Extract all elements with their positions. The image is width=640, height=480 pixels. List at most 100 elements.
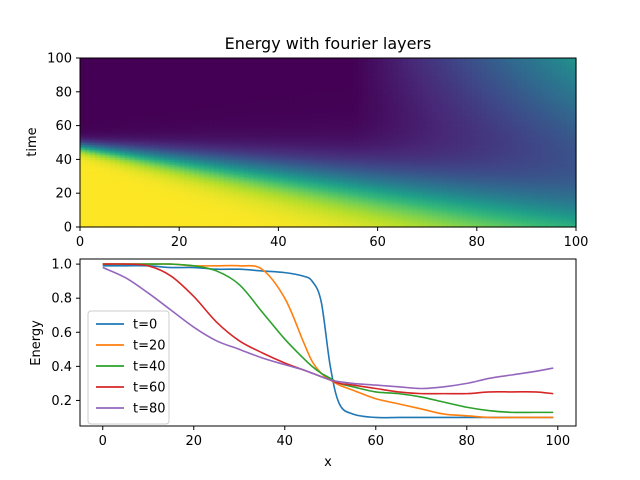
heatmap-cell [268,167,275,171]
heatmap-cell [164,137,170,140]
heatmap-cell [94,183,101,186]
heatmap-cell [154,93,160,96]
heatmap-cell [119,223,126,226]
heatmap-cell [179,189,185,193]
heatmap-cell [323,112,329,115]
heatmap-cell [159,78,165,81]
heatmap-cell [323,71,329,74]
heatmap-cell [184,176,190,179]
heatmap-cell [278,79,284,83]
heatmap-cell [248,156,255,159]
heatmap-cell [104,174,111,177]
heatmap-cell [144,189,151,193]
heatmap-cell [308,176,314,179]
heatmap-cell [258,68,265,71]
heatmap-cell [194,150,200,154]
heatmap-cell [233,64,240,68]
heatmap-cell [228,120,235,123]
heatmap-cell [233,142,240,145]
heatmap-cell [278,115,284,118]
heatmap-cell [134,184,141,188]
heatmap-cell [104,199,111,203]
heatmap-cell [104,81,111,84]
heatmap-cell [208,189,215,193]
heatmap-cell [278,96,284,100]
heatmap-cell [149,166,155,169]
heatmap-cell [154,156,160,159]
heatmap-cell [208,122,215,125]
heatmap-cell [228,59,235,62]
heatmap-cell [169,113,175,117]
heatmap-cell [159,191,165,194]
heatmap-cell [169,96,175,100]
heatmap-cell [194,183,200,186]
heatmap-cell [213,223,220,226]
heatmap-cell [288,220,294,223]
heatmap-cell [80,157,86,160]
heatmap-cell [293,188,299,191]
heatmap-cell [228,203,235,206]
heatmap-cell [149,96,155,100]
heatmap-cell [114,69,121,73]
heatmap-cell [283,79,289,83]
heatmap-cell [179,211,185,215]
heatmap-cell [323,128,329,132]
heatmap-cell [169,78,175,81]
heatmap-cell [238,188,245,191]
heatmap-cell [159,149,165,152]
heatmap-cell [293,216,299,220]
heatmap-cell [204,128,210,132]
heatmap-cell [80,139,86,142]
heatmap-cell [263,201,270,204]
heatmap-cell [223,90,230,93]
heatmap-cell [273,110,279,113]
heatmap-cell [189,213,195,216]
heatmap-cell [179,112,185,115]
heatmap-cell [109,152,116,155]
heatmap-cell [204,69,210,73]
heatmap-cell [99,203,106,206]
heatmap-cell [308,171,314,174]
heatmap-cell [164,213,170,216]
heatmap-cell [104,83,111,86]
heatmap-cell [243,85,250,88]
heatmap-cell [80,206,86,210]
heatmap-cell [159,115,165,118]
heatmap-cell [228,154,235,157]
heatmap-cell [268,85,275,88]
heatmap-cell [218,203,225,206]
heatmap-cell [104,167,111,171]
heatmap-cell [298,59,304,62]
heatmap-cell [159,105,165,108]
heatmap-cell [169,61,175,64]
heatmap-cell [89,79,96,83]
heatmap-cell [293,177,299,181]
heatmap-cell [194,156,200,159]
heatmap-cell [273,196,279,199]
heatmap-cell [94,79,101,83]
heatmap-cell [159,103,165,106]
heatmap-cell [144,113,151,117]
heatmap-cell [129,63,136,66]
heatmap-cell [159,196,165,199]
heatmap-cell [308,98,314,101]
heatmap-cell [99,205,106,208]
heatmap-cell [80,95,86,98]
heatmap-cell [174,101,180,105]
heatmap-cell [179,81,185,84]
heatmap-cell [263,225,270,228]
heatmap-cell [149,113,155,117]
heatmap-cell [223,161,230,164]
heatmap-cell [223,128,230,132]
heatmap-cell [318,59,324,62]
heatmap-cell [213,134,220,137]
heatmap-cell [233,63,240,66]
heatmap-cell [174,203,180,206]
heatmap-cell [84,110,91,113]
heatmap-cell [179,216,185,220]
heatmap-cell [159,66,165,69]
heatmap-cell [204,130,210,133]
heatmap-cell [189,93,195,96]
heatmap-cell [308,58,314,61]
heatmap-cell [248,186,255,189]
